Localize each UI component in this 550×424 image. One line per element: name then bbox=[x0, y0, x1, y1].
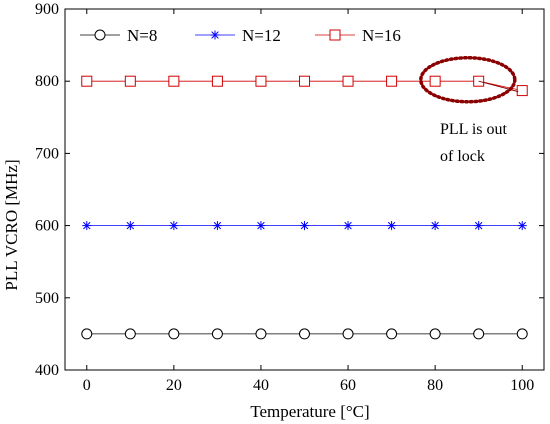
data-point bbox=[82, 221, 92, 231]
y-axis-label: PLL VCRO [MHz] bbox=[2, 159, 21, 290]
y-tick-label: 900 bbox=[35, 1, 59, 18]
out-of-lock-highlight bbox=[419, 56, 517, 104]
data-point bbox=[343, 221, 353, 231]
data-point bbox=[387, 221, 397, 231]
data-point bbox=[342, 75, 354, 87]
annotation-pointer bbox=[478, 80, 519, 93]
data-point bbox=[430, 221, 440, 231]
data-point bbox=[256, 221, 266, 231]
legend-marker bbox=[329, 29, 341, 41]
legend-marker bbox=[210, 30, 220, 40]
data-point bbox=[255, 75, 267, 87]
data-point bbox=[386, 328, 398, 340]
series-layer bbox=[81, 75, 528, 340]
series-n-8 bbox=[81, 328, 528, 340]
x-axis-ticks: 0 20 40 60 80 100 bbox=[83, 9, 534, 394]
data-point bbox=[299, 328, 310, 340]
series-n-12 bbox=[82, 221, 527, 231]
y-tick-label: 800 bbox=[35, 73, 59, 90]
data-point bbox=[168, 328, 180, 340]
legend-item: N=16 bbox=[315, 26, 401, 45]
y-axis-ticks: 400 500 600 700 800 900 bbox=[35, 1, 544, 379]
data-point bbox=[212, 221, 222, 231]
plot-frame bbox=[64, 8, 545, 371]
x-tick-label: 100 bbox=[510, 377, 534, 394]
data-point bbox=[386, 75, 398, 87]
legend-marker bbox=[94, 29, 106, 41]
data-point bbox=[211, 75, 223, 87]
x-tick-label: 40 bbox=[253, 377, 269, 394]
annotation-line-1: PLL is out bbox=[440, 121, 508, 138]
data-point bbox=[516, 85, 528, 97]
data-point bbox=[473, 328, 485, 340]
x-tick-label: 60 bbox=[340, 377, 356, 394]
data-point bbox=[255, 328, 267, 340]
data-point bbox=[81, 328, 93, 340]
data-point bbox=[517, 221, 527, 231]
x-tick-label: 0 bbox=[83, 377, 91, 394]
data-point bbox=[211, 328, 223, 340]
legend-item: N=12 bbox=[195, 26, 281, 45]
data-point bbox=[168, 75, 180, 87]
data-point bbox=[300, 221, 309, 231]
data-point bbox=[429, 75, 441, 87]
data-point bbox=[299, 75, 310, 87]
data-point bbox=[516, 328, 528, 340]
annotation-line-2: of lock bbox=[440, 148, 485, 165]
data-point bbox=[474, 221, 484, 231]
y-tick-label: 500 bbox=[35, 290, 59, 307]
plot-area: PLL is out of lock N=8 N=12 N=16 bbox=[64, 8, 545, 371]
data-point bbox=[124, 75, 136, 87]
y-tick-label: 400 bbox=[35, 362, 59, 379]
annotation-layer: PLL is out of lock bbox=[419, 56, 519, 165]
data-point bbox=[169, 221, 179, 231]
data-point bbox=[342, 328, 354, 340]
data-point bbox=[125, 221, 135, 231]
x-tick-label: 80 bbox=[427, 377, 443, 394]
legend-label: N=12 bbox=[242, 26, 281, 45]
legend-label: N=16 bbox=[362, 26, 401, 45]
data-point bbox=[429, 328, 441, 340]
legend: N=8 N=12 N=16 bbox=[80, 26, 401, 45]
x-tick-label: 20 bbox=[166, 377, 182, 394]
legend-label: N=8 bbox=[127, 26, 157, 45]
y-tick-label: 600 bbox=[35, 218, 59, 235]
legend-item: N=8 bbox=[80, 26, 157, 45]
data-point bbox=[124, 328, 136, 340]
x-axis-label: Temperature [°C] bbox=[250, 402, 369, 421]
data-point bbox=[81, 75, 93, 87]
y-tick-label: 700 bbox=[35, 145, 59, 162]
